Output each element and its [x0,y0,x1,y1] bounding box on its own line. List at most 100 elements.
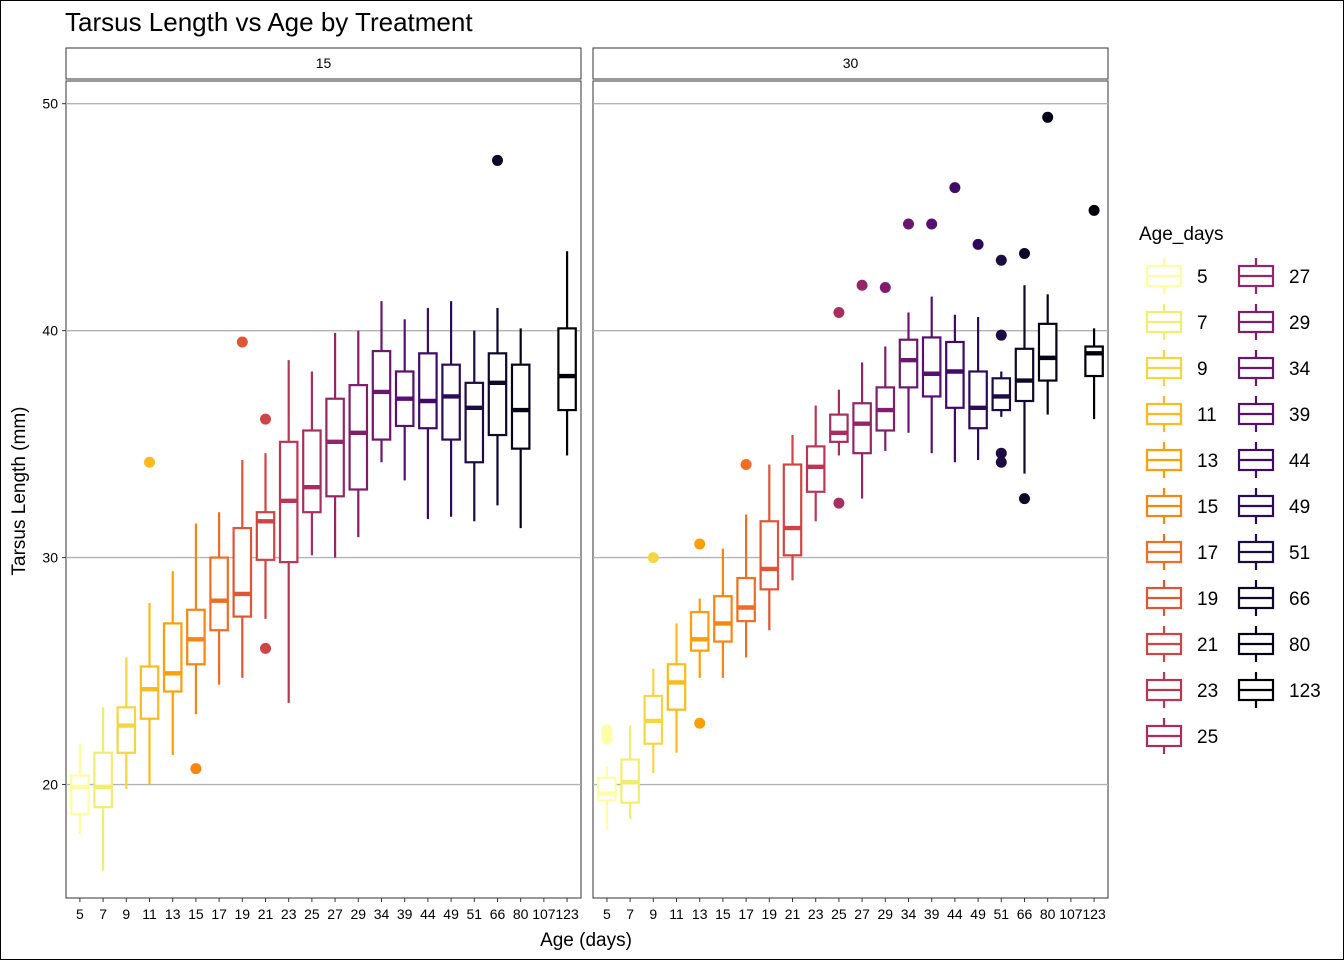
box-age-19 [759,464,780,631]
x-tick-label: 13 [692,906,708,922]
box-age-21 [255,413,276,654]
legend-label: 80 [1289,635,1310,656]
legend-item-7: 7 [1145,304,1208,340]
box-age-27 [852,279,872,499]
box-iqr [464,381,485,464]
legend-label: 19 [1197,589,1218,610]
x-tick-label: 7 [626,906,634,922]
x-tick-label: 51 [993,906,1009,922]
box-iqr [441,363,461,441]
y-tick-label: 30 [42,550,58,566]
legend-item-39: 39 [1237,396,1310,432]
x-tick-label: 15 [188,906,204,922]
box-iqr [325,397,345,498]
panel-border [65,80,582,899]
box-iqr [1014,347,1035,403]
legend-label: 66 [1289,589,1310,610]
outlier-point [694,538,706,550]
x-tick-label: 5 [76,906,84,922]
legend-label: 34 [1289,359,1311,380]
x-tick-label: 39 [924,906,940,922]
x-tick-label: 49 [970,906,986,922]
outlier-point [491,154,503,166]
outlier-point [601,733,613,745]
box-age-34 [371,301,392,463]
x-tick-label: 11 [669,906,684,922]
outlier-point [260,642,272,654]
box-iqr [666,663,687,711]
panel-15: 15 20 30 40 50 5 7 9 11 13 15 17 19 21 23 25 27 29 34 39 44 4… [42,47,582,922]
box-iqr [597,776,617,802]
x-tick-label: 29 [351,906,367,922]
legend-label: 27 [1289,267,1310,288]
outlier-point [144,456,156,468]
box-age-23 [278,360,299,703]
box-iqr [209,556,229,632]
box-age-123 [557,251,577,456]
box-iqr [921,336,942,398]
legend-item-66: 66 [1237,580,1310,616]
x-tick-label: 27 [854,906,870,922]
box-age-29 [875,282,896,451]
outlier-point [1088,204,1100,216]
box-age-39 [394,319,415,481]
facet-strip-label: 30 [843,55,859,71]
legend-item-19: 19 [1145,580,1218,616]
facet-strip [592,47,1109,80]
outlier-point [972,238,984,250]
outlier-point [647,552,659,564]
x-tick-label: 27 [327,906,343,922]
box-age-39 [921,218,942,454]
box-age-44 [945,182,965,463]
box-iqr [898,338,919,389]
chart-title: Tarsus Length vs Age by Treatment [65,7,473,37]
box-age-15 [186,523,206,775]
box-iqr [968,370,988,430]
outlier-point [879,282,891,294]
legend-label: 5 [1197,267,1208,288]
box-age-49 [441,301,461,517]
box-age-51 [464,330,485,522]
legend-title: Age_days [1139,224,1224,245]
box-age-25 [302,371,322,556]
box-iqr [991,377,1012,412]
facet-strip-label: 15 [316,55,332,71]
x-tick-label: 19 [762,906,778,922]
box-iqr [487,352,508,437]
legend-item-34: 34 [1237,350,1311,386]
box-iqr [70,774,90,816]
x-tick-label: 66 [1017,906,1033,922]
box-age-13 [689,538,710,729]
x-tick-label: 19 [235,906,251,922]
outlier-point [995,447,1007,459]
x-tick-label: 123 [555,906,579,922]
box-age-80 [1037,111,1058,415]
box-iqr [93,751,113,809]
box-iqr [852,402,872,455]
box-iqr [348,384,369,491]
outlier-point [260,413,272,425]
x-tick-label: 17 [738,906,754,922]
x-tick-label: 25 [304,906,320,922]
legend-label: 23 [1197,681,1218,702]
y-tick-label: 50 [42,96,58,112]
x-tick-label: 21 [785,906,801,922]
box-age-7 [620,725,640,819]
box-iqr [829,413,849,443]
outlier-point [926,218,938,230]
box-iqr [139,665,160,720]
box-age-51 [991,254,1012,468]
outlier-point [995,254,1007,266]
box-age-66 [487,154,508,506]
box-iqr [418,352,438,430]
y-axis-title: Tarsus Length (mm) [9,407,30,576]
outlier-point [740,459,752,471]
legend-label: 25 [1197,727,1218,748]
outlier-point [995,456,1007,468]
box-iqr [255,511,276,561]
box-age-17 [736,459,756,658]
x-tick-label: 44 [420,906,436,922]
legend-label: 29 [1289,313,1310,334]
